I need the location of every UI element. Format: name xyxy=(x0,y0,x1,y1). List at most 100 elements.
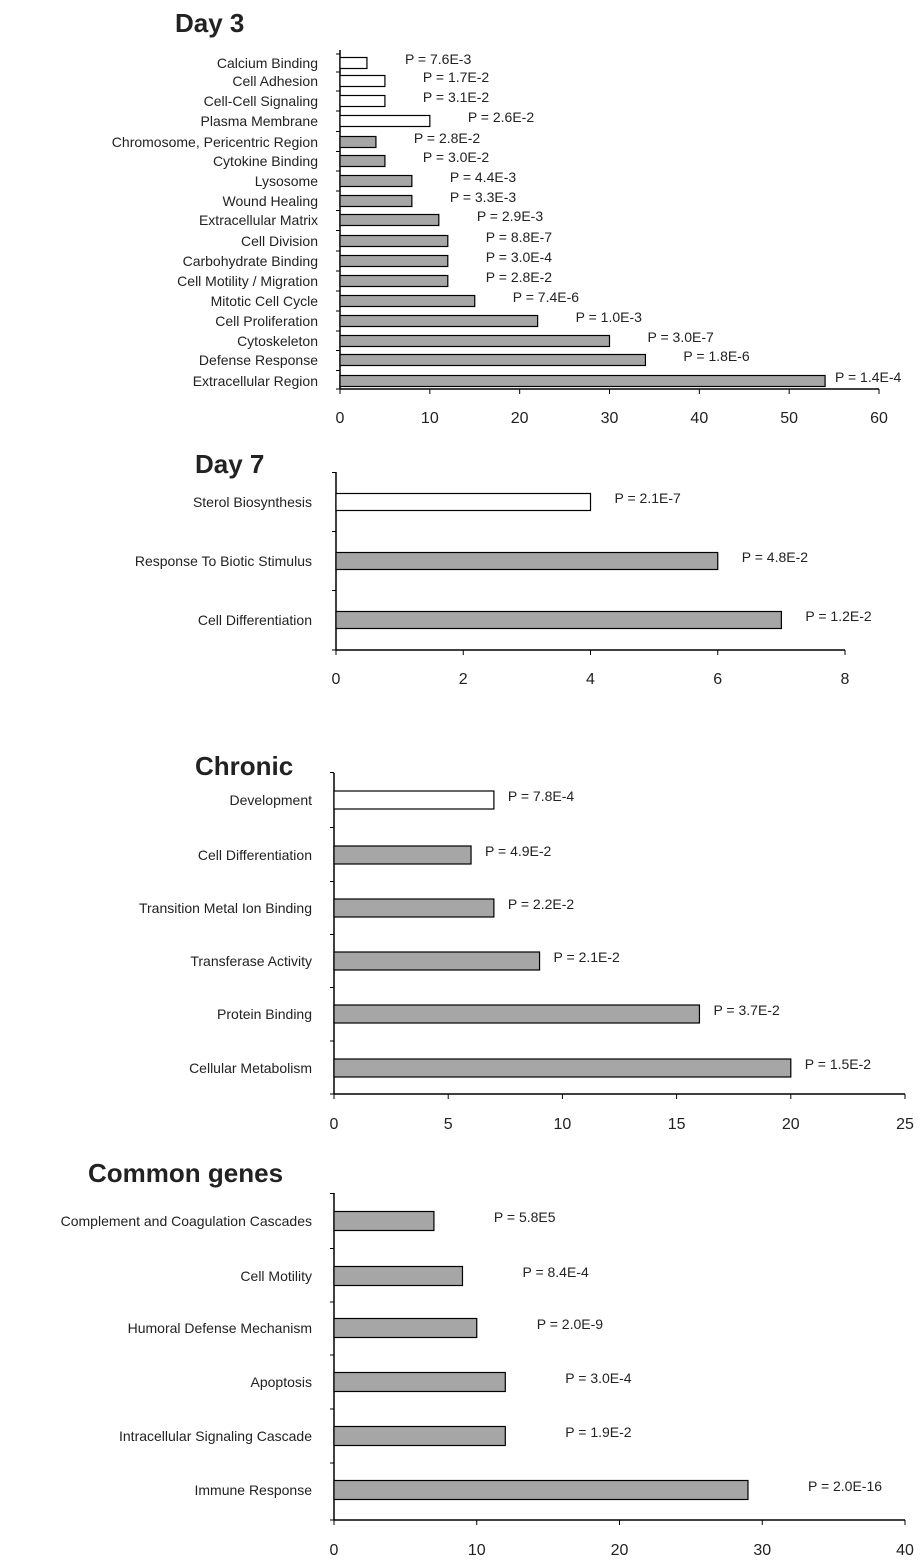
x-tick-label: 2 xyxy=(459,671,468,688)
bar xyxy=(333,1371,506,1393)
p-value-label: P = 2.1E-2 xyxy=(554,949,621,965)
p-value-label: P = 3.3E-3 xyxy=(450,189,517,205)
bar xyxy=(333,1265,464,1287)
category-label: Cytokine Binding xyxy=(213,153,318,169)
category-label: Immune Response xyxy=(194,1482,312,1498)
bar xyxy=(333,1425,506,1447)
category-label: Cell Division xyxy=(241,233,318,249)
category-label: Chromosome, Pericentric Region xyxy=(112,134,318,150)
bar xyxy=(339,374,826,388)
category-label: Protein Binding xyxy=(217,1006,312,1022)
category-label: Extracellular Region xyxy=(193,373,318,389)
category-label: Cell-Cell Signaling xyxy=(204,93,318,109)
x-tick-label: 25 xyxy=(896,1116,914,1133)
category-label: Cell Motility / Migration xyxy=(177,273,318,289)
bar xyxy=(339,174,413,188)
x-tick-label: 0 xyxy=(330,1116,339,1133)
category-label: Cytoskeleton xyxy=(237,333,318,349)
p-value-label: P = 4.9E-2 xyxy=(485,843,552,859)
category-label: Response To Biotic Stimulus xyxy=(135,553,312,569)
bar xyxy=(333,1210,435,1232)
category-label: Calcium Binding xyxy=(217,55,318,71)
bar xyxy=(339,334,611,348)
x-tick-label: 40 xyxy=(896,1542,914,1559)
panel-title: Day 7 xyxy=(195,449,264,479)
panel-title: Chronic xyxy=(195,751,293,781)
category-label: Cell Adhesion xyxy=(232,73,318,89)
p-value-label: P = 2.1E-7 xyxy=(615,490,682,506)
category-label: Apoptosis xyxy=(251,1374,312,1390)
p-value-label: P = 4.4E-3 xyxy=(450,169,517,185)
x-tick-label: 10 xyxy=(468,1542,486,1559)
bar xyxy=(333,790,495,810)
bar xyxy=(339,114,431,128)
bar xyxy=(333,951,541,971)
x-tick-label: 10 xyxy=(421,410,439,427)
category-label: Sterol Biosynthesis xyxy=(193,494,312,510)
panel-title: Common genes xyxy=(88,1158,283,1188)
category-label: Intracellular Signaling Cascade xyxy=(119,1428,312,1444)
bar xyxy=(339,194,413,208)
bar xyxy=(339,94,386,108)
bar xyxy=(339,213,440,227)
p-value-label: P = 2.6E-2 xyxy=(468,109,535,125)
p-value-label: P = 8.4E-4 xyxy=(522,1264,589,1280)
x-tick-label: 30 xyxy=(753,1542,771,1559)
category-label: Extracellular Matrix xyxy=(199,212,318,228)
x-tick-label: 30 xyxy=(601,410,619,427)
bar xyxy=(339,234,449,248)
p-value-label: P = 1.5E-2 xyxy=(805,1056,872,1072)
x-tick-label: 20 xyxy=(611,1542,629,1559)
x-tick-label: 40 xyxy=(690,410,708,427)
p-value-label: P = 3.7E-2 xyxy=(713,1002,780,1018)
bar xyxy=(335,492,592,512)
bar xyxy=(339,56,368,70)
p-value-label: P = 3.0E-4 xyxy=(565,1370,632,1386)
category-label: Humoral Defense Mechanism xyxy=(128,1320,312,1336)
p-value-label: P = 7.8E-4 xyxy=(508,788,575,804)
category-label: Cell Proliferation xyxy=(215,313,318,329)
x-tick-label: 4 xyxy=(586,671,595,688)
p-value-label: P = 1.7E-2 xyxy=(423,69,490,85)
p-value-label: P = 3.0E-7 xyxy=(648,329,715,345)
p-value-label: P = 2.0E-16 xyxy=(808,1478,882,1494)
p-value-label: P = 3.1E-2 xyxy=(423,89,490,105)
category-label: Cell Differentiation xyxy=(198,847,312,863)
x-tick-label: 20 xyxy=(782,1116,800,1133)
x-tick-label: 6 xyxy=(713,671,722,688)
p-value-label: P = 4.8E-2 xyxy=(742,549,809,565)
x-tick-label: 0 xyxy=(332,671,341,688)
category-label: Defense Response xyxy=(199,352,318,368)
category-label: Development xyxy=(230,792,313,808)
category-label: Complement and Coagulation Cascades xyxy=(61,1213,312,1229)
bar xyxy=(333,1479,749,1501)
p-value-label: P = 3.0E-2 xyxy=(423,149,490,165)
bar xyxy=(339,254,449,268)
p-value-label: P = 8.8E-7 xyxy=(486,229,553,245)
category-label: Transition Metal Ion Binding xyxy=(139,900,312,916)
bar xyxy=(335,551,719,571)
p-value-label: P = 1.2E-2 xyxy=(805,608,872,624)
p-value-label: P = 5.8E5 xyxy=(494,1209,556,1225)
bar xyxy=(333,1058,792,1078)
p-value-label: P = 2.8E-2 xyxy=(414,130,481,146)
p-value-label: P = 1.0E-3 xyxy=(576,309,643,325)
p-value-label: P = 7.4E-6 xyxy=(513,289,580,305)
category-label: Cell Differentiation xyxy=(198,612,312,628)
bar xyxy=(339,314,539,328)
category-label: Lysosome xyxy=(255,173,319,189)
p-value-label: P = 1.9E-2 xyxy=(565,1424,632,1440)
bar xyxy=(339,154,386,168)
panel-title: Day 3 xyxy=(175,8,244,38)
bar xyxy=(339,74,386,88)
x-tick-label: 20 xyxy=(511,410,529,427)
p-value-label: P = 1.4E-4 xyxy=(835,369,902,385)
bar xyxy=(333,898,495,918)
x-tick-label: 10 xyxy=(554,1116,572,1133)
bar xyxy=(333,845,472,865)
bar xyxy=(339,135,377,149)
p-value-label: P = 2.9E-3 xyxy=(477,208,544,224)
bar xyxy=(339,274,449,288)
